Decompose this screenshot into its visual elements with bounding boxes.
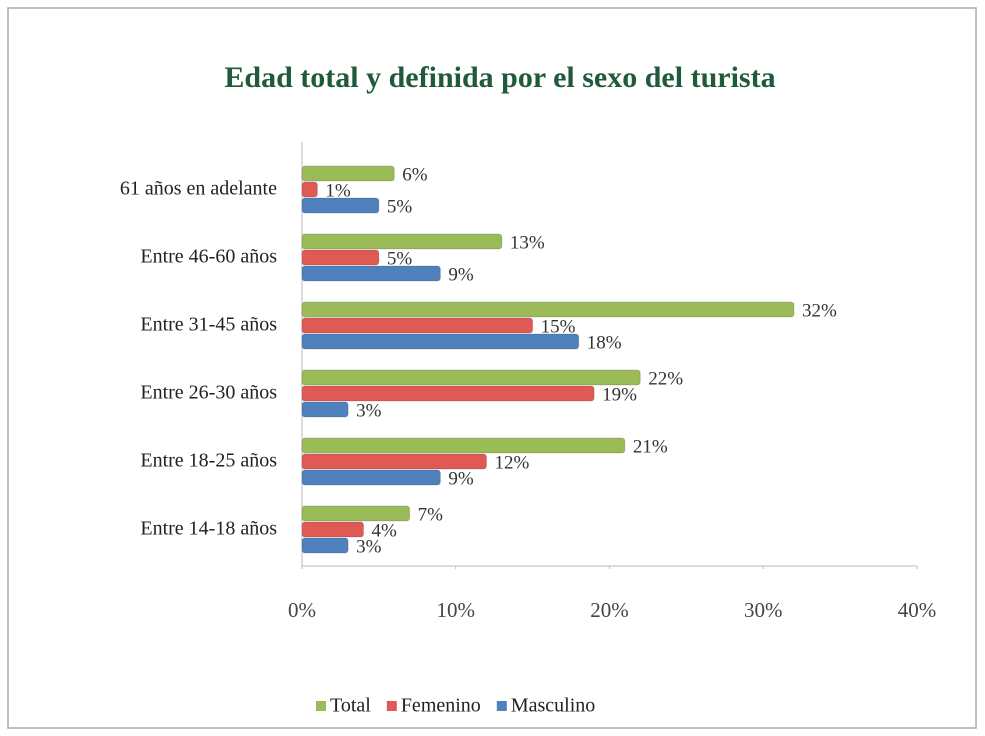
bar [301,369,641,386]
legend-label: Total [330,695,371,717]
bar [301,521,364,538]
chart-title: Edad total y definida por el sexo del tu… [224,61,775,94]
bar [301,301,795,318]
bar [301,249,380,266]
data-label: 3% [356,536,382,557]
legend-swatch [386,701,397,711]
x-tick-label: 20% [590,598,629,622]
bar [301,505,411,522]
data-label: 15% [541,316,576,337]
data-label: 21% [633,436,668,457]
y-tick-label: Entre 14-18 años [140,518,277,540]
legend-label: Femenino [401,695,481,717]
bar [301,453,487,470]
data-label: 3% [356,400,382,421]
data-label: 5% [387,196,413,217]
data-label: 9% [448,264,474,285]
x-tick-label: 0% [288,598,316,622]
bar [301,333,580,350]
y-tick-label: Entre 46-60 años [140,246,277,268]
bar [301,401,349,418]
bar [301,197,380,214]
data-label: 13% [510,232,545,253]
data-label: 9% [448,468,474,489]
bar [301,437,626,454]
x-tick-label: 30% [744,598,783,622]
data-label: 6% [402,164,428,185]
bar [301,265,441,282]
bar [301,469,441,486]
y-tick-label: Entre 31-45 años [140,314,277,336]
x-tick-label: 10% [437,598,476,622]
data-label: 4% [372,520,398,541]
data-label: 19% [602,384,637,405]
data-label: 22% [648,368,683,389]
chart-border [7,7,977,729]
legend-swatch [496,701,507,711]
bar [301,537,349,554]
data-label: 18% [587,332,622,353]
y-tick-label: Entre 18-25 años [140,450,277,472]
data-label: 7% [418,504,444,525]
data-label: 12% [495,452,530,473]
y-tick-label: Entre 26-30 años [140,382,277,404]
bar [301,165,395,182]
bar [301,317,534,334]
data-label: 32% [802,300,837,321]
x-tick-label: 40% [898,598,937,622]
bar [301,233,503,250]
bar [301,181,318,198]
data-label: 5% [387,248,413,269]
bar [301,385,595,402]
y-tick-label: 61 años en adelante [120,178,277,200]
data-label: 1% [325,180,351,201]
legend-label: Masculino [511,695,595,717]
legend-swatch [316,701,326,711]
